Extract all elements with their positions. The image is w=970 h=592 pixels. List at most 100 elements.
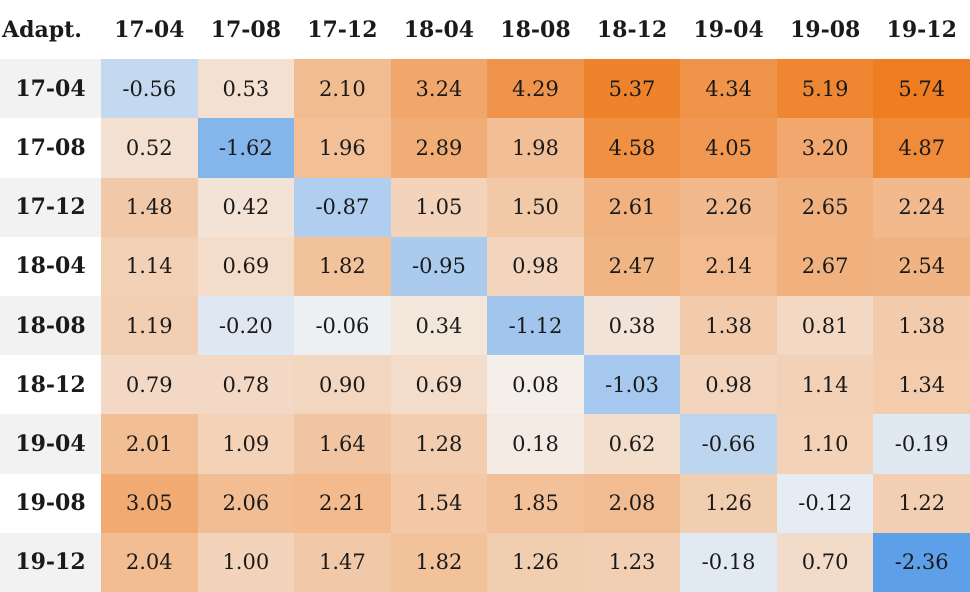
heatmap-cell: -0.19 xyxy=(873,414,970,474)
row-header: 19-04 xyxy=(0,414,101,474)
heatmap-cell: 1.10 xyxy=(776,414,874,474)
heatmap-cell: -1.62 xyxy=(197,118,295,178)
heatmap-cell: 1.82 xyxy=(294,236,391,296)
heatmap-cell: -0.56 xyxy=(101,59,198,119)
heatmap-cell: -0.20 xyxy=(197,296,295,356)
heatmap-cell: 1.34 xyxy=(873,355,970,415)
corner-label: Adapt. xyxy=(2,16,82,43)
heatmap-cell: 1.23 xyxy=(583,532,681,592)
row-header: 17-04 xyxy=(0,59,101,119)
column-header: 19-08 xyxy=(789,16,861,43)
heatmap-cell: 1.64 xyxy=(294,414,391,474)
heatmap-cell: -1.12 xyxy=(487,296,584,356)
heatmap-cell: 2.47 xyxy=(583,236,681,296)
heatmap-cell: 0.42 xyxy=(197,177,295,237)
heatmap-cell: 1.98 xyxy=(487,118,584,178)
heatmap-cell: 2.10 xyxy=(294,59,391,119)
heatmap-cell: 2.24 xyxy=(873,177,970,237)
heatmap-cell: 1.96 xyxy=(294,118,391,178)
heatmap-cell: 4.87 xyxy=(873,118,970,178)
heatmap-cell: 1.05 xyxy=(390,177,488,237)
heatmap-cell: 1.14 xyxy=(776,355,874,415)
heatmap-cell: 0.98 xyxy=(487,236,584,296)
heatmap-cell: 2.08 xyxy=(583,473,681,533)
heatmap-cell: 0.18 xyxy=(487,414,584,474)
heatmap-cell: 1.85 xyxy=(487,473,584,533)
heatmap-cell: 0.53 xyxy=(197,59,295,119)
heatmap-cell: -1.03 xyxy=(583,355,681,415)
heatmap-cell: 0.38 xyxy=(583,296,681,356)
row-header: 18-12 xyxy=(0,355,101,415)
heatmap-cell: 1.82 xyxy=(390,532,488,592)
heatmap-cell: 1.50 xyxy=(487,177,584,237)
heatmap-cell: 0.79 xyxy=(101,355,198,415)
heatmap-cell: 4.05 xyxy=(680,118,777,178)
heatmap-cell: 4.29 xyxy=(487,59,584,119)
heatmap-cell: 1.00 xyxy=(197,532,295,592)
column-header: 17-04 xyxy=(114,16,185,43)
row-header: 19-12 xyxy=(0,532,101,592)
row-header: 19-08 xyxy=(0,473,101,533)
heatmap-cell: 3.24 xyxy=(390,59,488,119)
heatmap-cell: 1.26 xyxy=(680,473,777,533)
heatmap-cell: 0.98 xyxy=(680,355,777,415)
heatmap-cell: 1.47 xyxy=(294,532,391,592)
heatmap-cell: 1.19 xyxy=(101,296,198,356)
heatmap-cell: 2.61 xyxy=(583,177,681,237)
heatmap-cell: -0.66 xyxy=(680,414,777,474)
heatmap-cell: 0.69 xyxy=(390,355,488,415)
column-header: 19-04 xyxy=(693,16,764,43)
heatmap-cell: 5.37 xyxy=(583,59,681,119)
heatmap-cell: 2.06 xyxy=(197,473,295,533)
heatmap-cell: 4.34 xyxy=(680,59,777,119)
heatmap-cell: 1.14 xyxy=(101,236,198,296)
heatmap-cell: 2.89 xyxy=(390,118,488,178)
heatmap-cell: -0.12 xyxy=(776,473,874,533)
heatmap-cell: -0.06 xyxy=(294,296,391,356)
heatmap-cell: 2.65 xyxy=(776,177,874,237)
heatmap-cell: 2.14 xyxy=(680,236,777,296)
heatmap-cell: 1.48 xyxy=(101,177,198,237)
heatmap-cell: 2.01 xyxy=(101,414,198,474)
heatmap-cell: 2.67 xyxy=(776,236,874,296)
heatmap-cell: 0.81 xyxy=(776,296,874,356)
column-header: 17-12 xyxy=(307,16,378,43)
heatmap-cell: 2.26 xyxy=(680,177,777,237)
heatmap-cell: 0.78 xyxy=(197,355,295,415)
heatmap-cell: 1.28 xyxy=(390,414,488,474)
heatmap-cell: 1.38 xyxy=(873,296,970,356)
heatmap-cell: 0.90 xyxy=(294,355,391,415)
heatmap-cell: 2.04 xyxy=(101,532,198,592)
row-header: 18-08 xyxy=(0,296,101,356)
heatmap-cell: 5.74 xyxy=(873,59,970,119)
heatmap-cell: -0.95 xyxy=(390,236,488,296)
heatmap-cell: 0.34 xyxy=(390,296,488,356)
heatmap-cell: -0.18 xyxy=(680,532,777,592)
heatmap-cell: 1.09 xyxy=(197,414,295,474)
heatmap-cell: 1.38 xyxy=(680,296,777,356)
heatmap-cell: 0.08 xyxy=(487,355,584,415)
heatmap-cell: 5.19 xyxy=(776,59,874,119)
heatmap-cell: 0.52 xyxy=(101,118,198,178)
heatmap-cell: 3.20 xyxy=(776,118,874,178)
heatmap-cell: 3.05 xyxy=(101,473,198,533)
heatmap-cell: 2.54 xyxy=(873,236,970,296)
heatmap-cell: 0.69 xyxy=(197,236,295,296)
column-header: 18-04 xyxy=(403,16,475,43)
row-header: 17-08 xyxy=(0,118,101,178)
column-header: 18-12 xyxy=(596,16,668,43)
heatmap-cell: 0.70 xyxy=(776,532,874,592)
column-header: 19-12 xyxy=(886,16,957,43)
heatmap-cell: 1.54 xyxy=(390,473,488,533)
column-header: 18-08 xyxy=(500,16,571,43)
row-header: 18-04 xyxy=(0,236,101,296)
heatmap-cell: 2.21 xyxy=(294,473,391,533)
heatmap-cell: 4.58 xyxy=(583,118,681,178)
heatmap-cell: 1.26 xyxy=(487,532,584,592)
row-header: 17-12 xyxy=(0,177,101,237)
heatmap-cell: 1.22 xyxy=(873,473,970,533)
column-header: 17-08 xyxy=(210,16,282,43)
heatmap-cell: -2.36 xyxy=(873,532,970,592)
heatmap-cell: 0.62 xyxy=(583,414,681,474)
